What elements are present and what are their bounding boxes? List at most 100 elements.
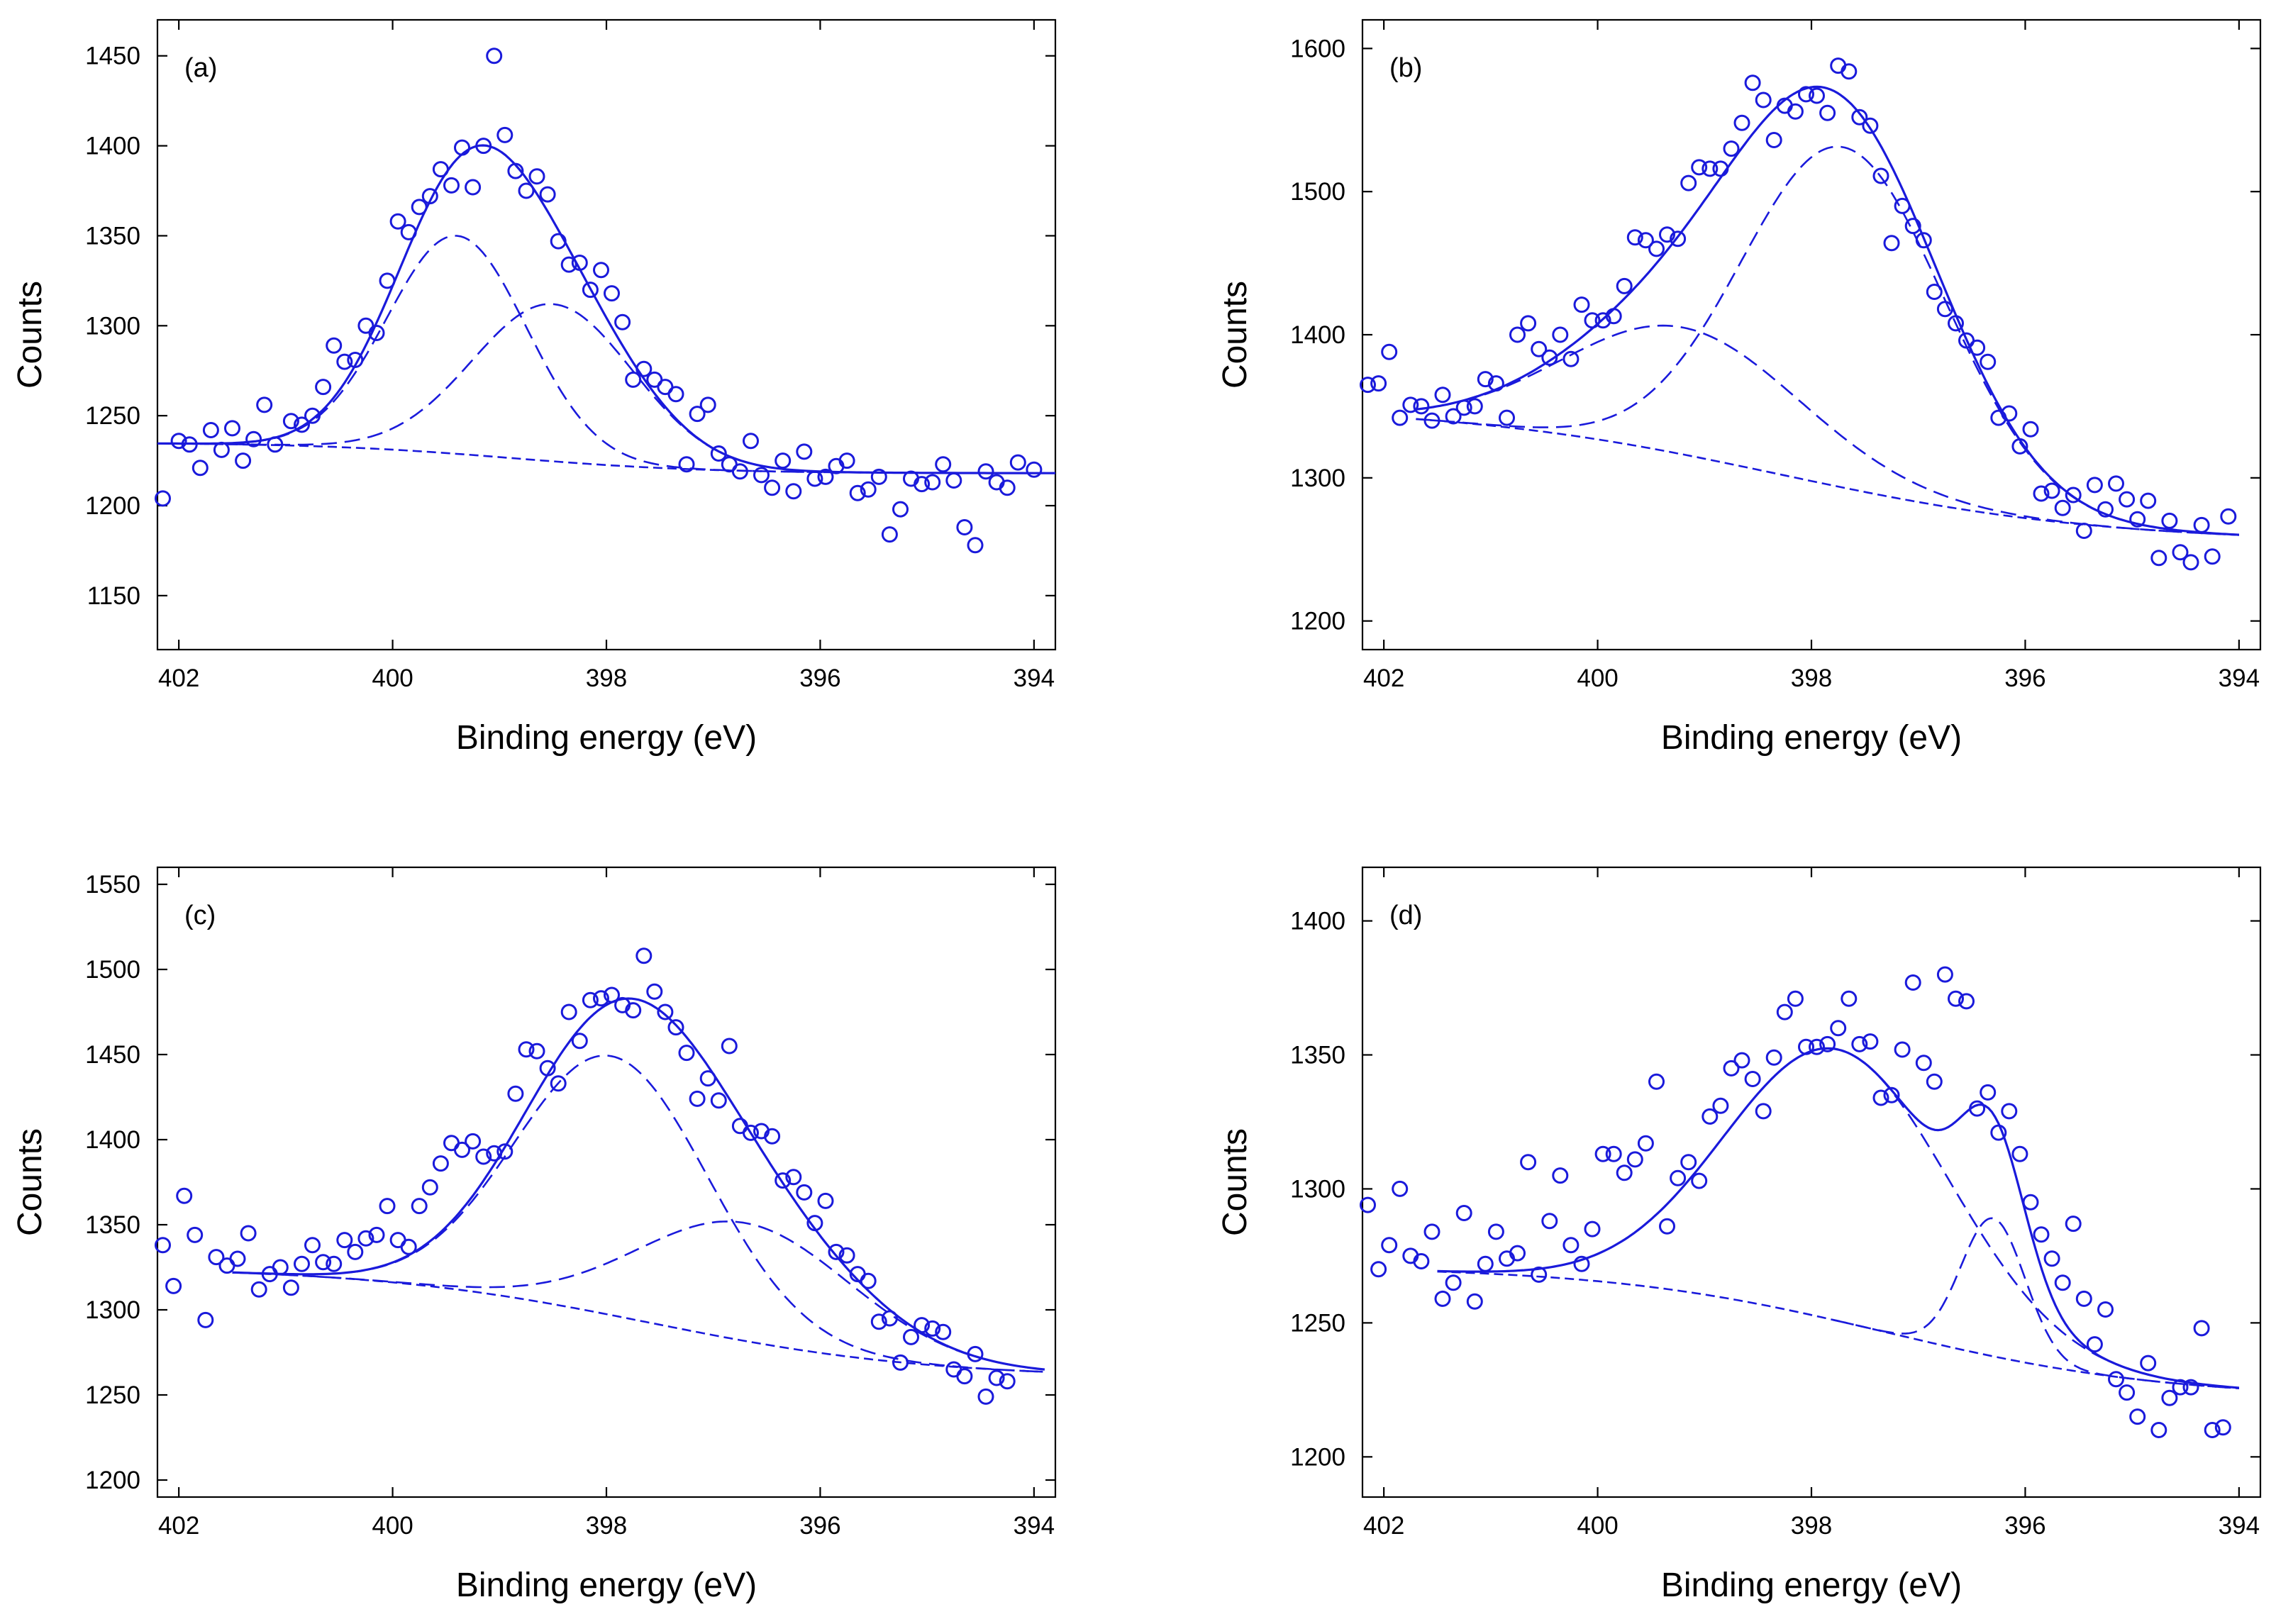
data-point: [1455, 399, 1472, 416]
fit-envelope-curve: [157, 144, 1055, 474]
data-point: [1851, 109, 1868, 126]
data-point: [1360, 1196, 1376, 1213]
data-point: [1883, 1086, 1900, 1103]
data-point: [646, 983, 663, 1000]
data-point: [1926, 284, 1943, 300]
data-point: [1455, 1205, 1472, 1221]
panel-label: (a): [184, 53, 217, 83]
data-point: [870, 468, 887, 485]
data-point: [202, 422, 219, 438]
data-point: [421, 188, 438, 205]
data-point: [1552, 326, 1569, 343]
data-point: [667, 1019, 684, 1036]
data-point: [218, 1257, 235, 1274]
x-axis-title: Binding energy (eV): [1661, 719, 1962, 757]
data-point: [2140, 1355, 2157, 1372]
data-point: [881, 526, 898, 543]
y-tick-label: 1350: [1290, 1042, 1345, 1069]
data-point: [1872, 1089, 1889, 1106]
data-point: [1499, 409, 1515, 426]
component-curve-1: [157, 235, 1055, 474]
data-point: [1712, 1097, 1729, 1114]
data-point: [1904, 218, 1921, 235]
data-point: [1980, 353, 1997, 370]
data-point: [465, 179, 482, 196]
data-point: [2108, 475, 2124, 492]
data-point: [379, 272, 396, 289]
data-point: [1755, 91, 1772, 109]
data-point: [1894, 1041, 1911, 1058]
data-point: [1969, 1100, 1986, 1117]
data-point: [2043, 1250, 2060, 1267]
data-point: [400, 1238, 417, 1255]
data-point: [2172, 544, 2189, 561]
data-point: [796, 443, 813, 460]
y-tick-label: 1300: [85, 1296, 140, 1324]
y-tick-label: 1350: [85, 222, 140, 250]
x-tick-label: 400: [372, 664, 413, 692]
data-point: [2172, 1379, 2189, 1396]
data-point: [753, 467, 770, 484]
background-curve: [157, 443, 1055, 474]
data-point: [1487, 375, 1504, 392]
data-point: [977, 463, 994, 480]
data-point: [282, 413, 299, 430]
data-point: [1915, 232, 1932, 249]
x-tick-label: 396: [799, 664, 840, 692]
data-point: [2086, 477, 2103, 494]
data-point: [1948, 990, 1964, 1007]
data-point: [635, 947, 653, 964]
data-point: [1691, 1172, 1708, 1189]
y-tick-label: 1450: [85, 43, 140, 70]
data-point: [368, 325, 385, 341]
data-point: [1980, 1084, 1997, 1101]
x-tick-label: 398: [586, 1512, 627, 1540]
data-point: [539, 186, 556, 203]
data-point: [2140, 492, 2157, 509]
data-point: [1434, 386, 1451, 404]
data-point: [304, 407, 321, 424]
data-point: [1509, 1245, 1526, 1262]
data-point: [604, 986, 620, 1003]
data-point: [2065, 486, 2082, 504]
data-point: [1552, 1167, 1569, 1184]
data-point: [1819, 104, 1836, 121]
data-point: [486, 1145, 503, 1162]
data-point: [743, 433, 759, 450]
data-point: [400, 223, 417, 240]
data-point: [1926, 1073, 1943, 1090]
data-point: [282, 1279, 299, 1296]
data-point: [165, 1277, 182, 1294]
data-point: [806, 470, 823, 487]
x-tick-label: 402: [158, 1512, 199, 1540]
data-point: [294, 416, 310, 433]
data-point: [454, 1141, 470, 1158]
data-point: [582, 282, 599, 299]
component-curve-2: [232, 1220, 1045, 1371]
x-tick-label: 398: [1791, 664, 1832, 692]
y-axis-title: Counts: [1216, 1128, 1254, 1236]
x-tick-label: 396: [799, 1512, 840, 1540]
x-tick-label: 394: [1014, 664, 1055, 692]
data-point: [2150, 1422, 2167, 1438]
panel-c: 402 400 398 396 394 1200 1250 1300 1350 1400 1450 1…: [11, 866, 1057, 1604]
data-point: [1862, 117, 1879, 134]
data-point: [796, 1184, 813, 1201]
data-point: [1541, 349, 1558, 366]
data-point: [1904, 974, 1921, 991]
x-tick-label: 400: [372, 1512, 413, 1540]
data-point: [1466, 1293, 1483, 1310]
background-curve: [232, 1272, 1045, 1373]
panel-label: (c): [184, 901, 216, 930]
x-tick-label: 398: [586, 664, 627, 692]
data-point: [614, 313, 631, 330]
data-point: [1670, 1169, 1687, 1186]
data-point: [1702, 1108, 1719, 1125]
data-point: [443, 177, 460, 194]
data-point: [411, 199, 428, 216]
data-point: [945, 472, 962, 489]
x-tick-label: 402: [1363, 1512, 1404, 1540]
data-point: [1830, 1020, 1847, 1037]
data-point: [731, 463, 748, 480]
y-tick-label: 1500: [85, 956, 140, 984]
